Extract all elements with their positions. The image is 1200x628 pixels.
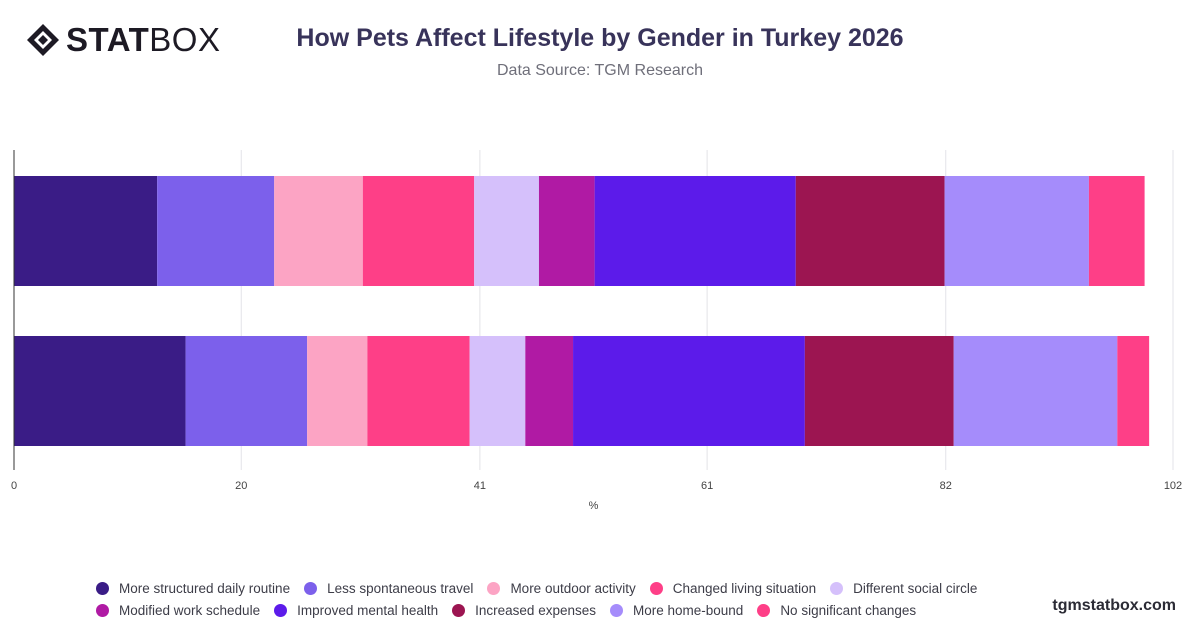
legend-label: Improved mental health <box>297 603 439 618</box>
legend-dot-icon <box>96 582 109 595</box>
bar-segment <box>469 336 526 446</box>
legend-dot-icon <box>96 604 109 617</box>
legend-item[interactable]: Less spontaneous travel <box>304 580 473 597</box>
x-axis: 0 20 41 61 82 102% <box>11 150 1182 512</box>
bar-segment <box>594 176 796 286</box>
bar-segment <box>274 176 363 286</box>
footer-website[interactable]: tgmstatbox.com <box>1052 597 1176 614</box>
bar-segment <box>14 336 186 446</box>
legend-label: More structured daily routine <box>119 581 291 596</box>
x-tick-label: 41 <box>474 480 486 492</box>
legend-label: More home-bound <box>632 603 744 618</box>
legend-item[interactable]: Modified work schedule <box>96 602 260 619</box>
legend-item[interactable]: No significant changes <box>757 602 916 619</box>
legend: More structured daily routine Less sponta… <box>96 580 1126 619</box>
statbox-logo: STATBOX <box>26 22 220 58</box>
x-tick-label: 82 <box>940 480 952 492</box>
logo-text-light: BOX <box>149 21 221 58</box>
legend-item[interactable]: Increased expenses <box>452 602 596 619</box>
legend-item[interactable]: Changed living situation <box>649 580 817 597</box>
legend-dot-icon <box>609 604 623 617</box>
bar-segment <box>538 176 595 286</box>
legend-dot-icon <box>274 604 288 617</box>
legend-label: Increased expenses <box>475 603 596 618</box>
bar-segment <box>944 176 1089 286</box>
legend-item[interactable]: Improved mental health <box>274 602 438 619</box>
x-tick-label: 0 <box>11 480 17 492</box>
statbox-diamond-icon <box>27 24 59 56</box>
stacked-bar-chart: 0 20 41 61 82 102% <box>11 150 1182 512</box>
legend-item[interactable]: Different social circle <box>830 580 977 597</box>
bar-segment <box>474 176 539 286</box>
legend-dot-icon <box>649 582 663 595</box>
legend-dot-icon <box>452 604 466 617</box>
bar-segment <box>804 336 954 446</box>
legend-label: Less spontaneous travel <box>327 581 474 596</box>
bar-segment <box>185 336 308 446</box>
bar-segment <box>362 176 475 286</box>
legend-label: Changed living situation <box>672 581 817 596</box>
x-tick-label: 61 <box>701 480 713 492</box>
bars <box>14 176 1150 446</box>
legend-label: More outdoor activity <box>510 581 636 596</box>
legend-dot-icon <box>830 582 844 595</box>
chart-subtitle: Data Source: TGM Research <box>496 62 703 79</box>
bar-segment <box>795 176 945 286</box>
x-axis-label: % <box>589 500 599 512</box>
bar-segment <box>573 336 805 446</box>
legend-item[interactable]: More home-bound <box>609 602 744 619</box>
legend-label: Modified work schedule <box>119 603 261 618</box>
bar-segment <box>14 176 158 286</box>
logo-text: STATBOX <box>66 22 220 58</box>
bar-segment <box>367 336 470 446</box>
legend-dot-icon <box>757 604 771 617</box>
legend-dot-icon <box>304 582 318 595</box>
bar-segment <box>157 176 275 286</box>
x-tick-label: 20 <box>235 480 247 492</box>
logo-text-bold: STAT <box>66 21 150 58</box>
bar-segment <box>1088 176 1145 286</box>
legend-item[interactable]: More structured daily routine <box>96 580 290 597</box>
legend-label: Different social circle <box>853 581 978 596</box>
legend-item[interactable]: More outdoor activity <box>487 580 636 597</box>
bar-segment <box>525 336 574 446</box>
legend-label: No significant changes <box>780 603 917 618</box>
bar-segment <box>1117 336 1150 446</box>
x-tick-label: 102 <box>1164 480 1182 492</box>
legend-dot-icon <box>487 582 501 595</box>
bar-segment <box>953 336 1118 446</box>
chart-title: How Pets Affect Lifestyle by Gender in T… <box>296 24 904 52</box>
bar-segment <box>307 336 368 446</box>
